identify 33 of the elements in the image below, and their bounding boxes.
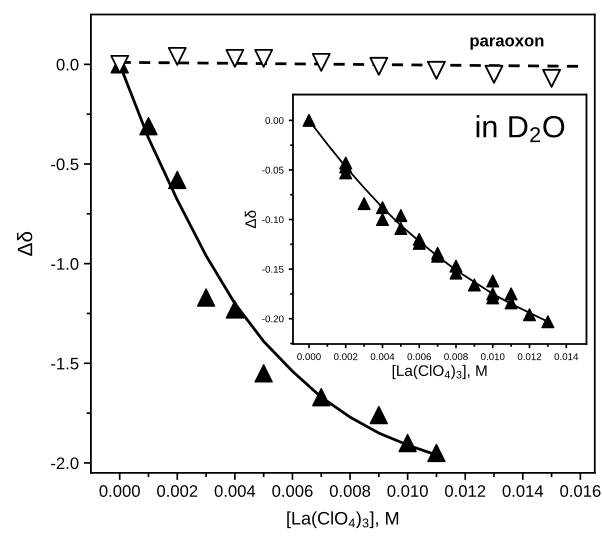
annotation: paraoxon <box>470 37 544 50</box>
x-axis-title: [La(ClO$_{4}$)$_{3}$], M <box>287 511 398 528</box>
x-tick-label: 0.000 <box>99 485 140 497</box>
x-tick-label: 0.000 <box>297 353 321 360</box>
y-tick-label: -0.20 <box>262 315 284 322</box>
x-tick-label: 0.014 <box>554 353 578 360</box>
x-axis-title: [La(ClO$_{4}$)$_{3}$], M <box>392 364 487 380</box>
x-tick-label: 0.012 <box>518 353 542 360</box>
x-tick-label: 0.016 <box>560 485 601 497</box>
x-tick-label: 0.014 <box>502 485 544 497</box>
x-tick-label: 0.006 <box>272 485 313 497</box>
x-tick-label: 0.008 <box>330 485 370 497</box>
annotation: in D$_{2}$O <box>476 115 564 142</box>
x-tick-label: 0.004 <box>370 353 394 360</box>
y-tick-label: 0.0 <box>56 58 78 71</box>
y-tick-label: -1.0 <box>51 258 78 270</box>
y-tick-label: -0.05 <box>262 166 284 174</box>
y-tick-label: -2.0 <box>51 457 78 470</box>
x-tick-label: 0.004 <box>214 485 256 497</box>
y-tick-label: 0.00 <box>265 117 284 124</box>
y-tick-label: -0.15 <box>262 266 284 273</box>
x-tick-label: 0.012 <box>445 485 486 497</box>
y-axis-title: Δδ <box>244 210 256 228</box>
y-tick-label: -1.5 <box>51 358 78 370</box>
x-tick-label: 0.008 <box>444 353 468 360</box>
x-tick-label: 0.010 <box>480 353 505 360</box>
x-tick-label: 0.002 <box>157 485 198 497</box>
x-tick-label: 0.006 <box>407 353 431 360</box>
y-tick-label: -0.10 <box>262 216 284 224</box>
y-axis-title: Δδ <box>17 232 32 256</box>
x-tick-label: 0.002 <box>334 353 358 360</box>
x-tick-label: 0.010 <box>387 485 428 497</box>
y-tick-label: -0.5 <box>51 158 78 170</box>
